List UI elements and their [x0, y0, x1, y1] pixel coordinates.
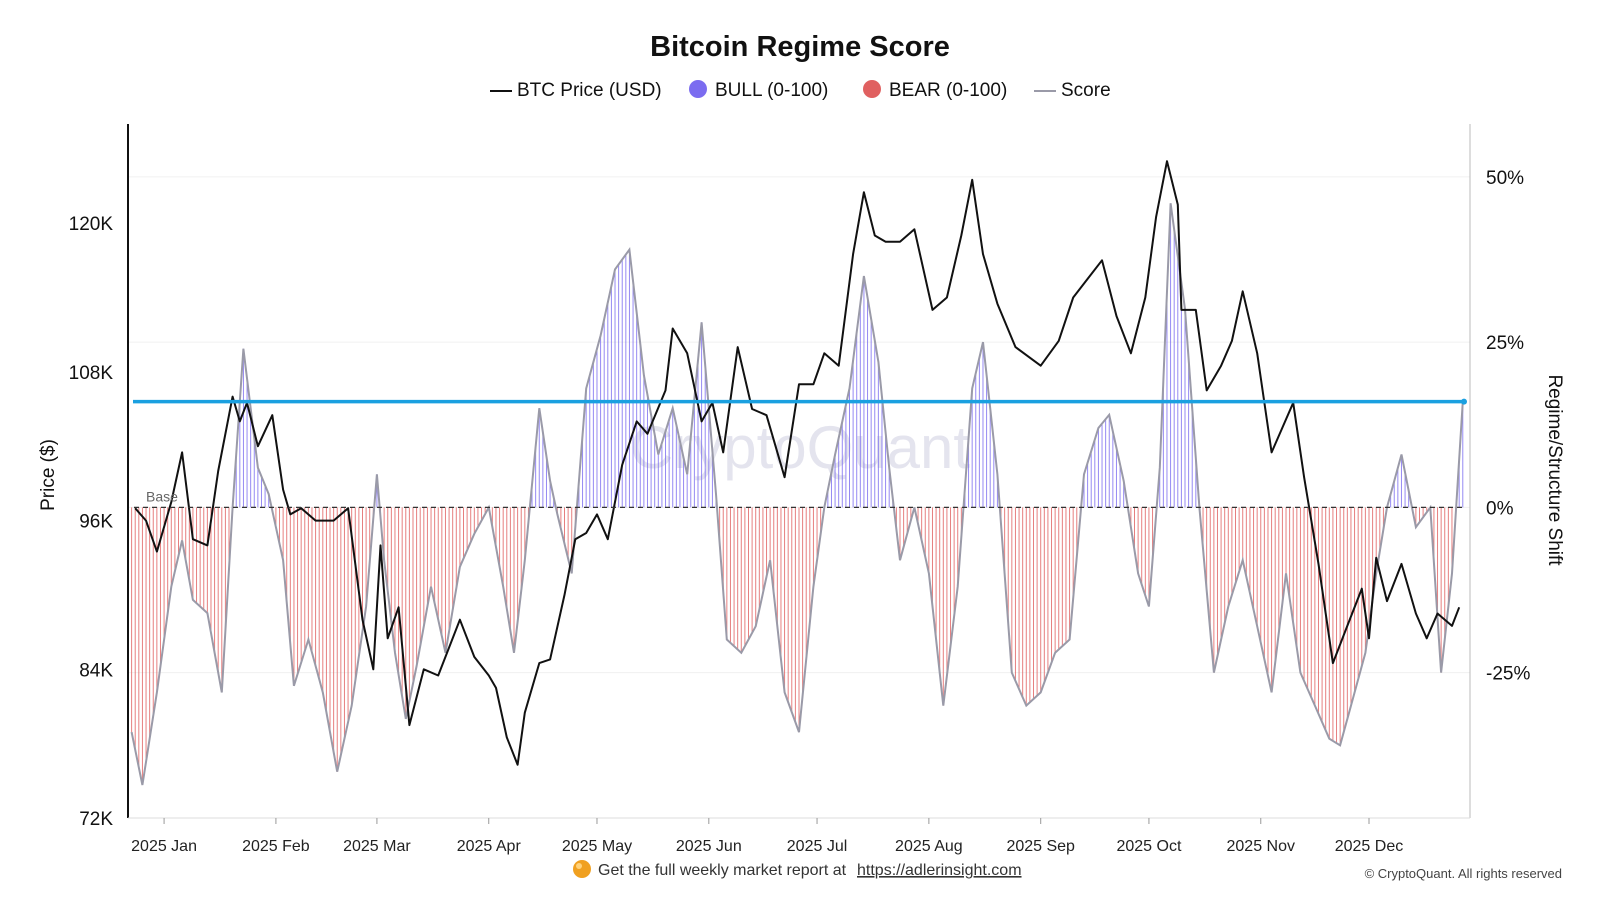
y-left-tick-label: 108K: [69, 363, 114, 384]
legend-dot-marker: [863, 80, 881, 98]
btc-price-line: [134, 160, 1461, 766]
footer-cta-text: Get the full weekly market report at: [598, 862, 847, 879]
x-tick-label: 2025 Sep: [1006, 838, 1075, 855]
footer-cta: Get the full weekly market report at htt…: [573, 860, 1022, 879]
x-tick-label: 2025 Oct: [1116, 838, 1181, 855]
axes: [127, 124, 1471, 819]
y-right-tick-label: 25%: [1486, 333, 1524, 354]
x-tick-label: 2025 Nov: [1227, 838, 1296, 855]
x-tick-label: 2025 Feb: [242, 838, 310, 855]
right-axis-ticks: 50% 25% 0% -25%: [1486, 168, 1530, 685]
x-tick-label: 2025 May: [562, 838, 632, 855]
footer-link[interactable]: https://adlerinsight.com: [857, 862, 1022, 879]
coin-icon: [573, 860, 591, 878]
left-axis-ticks: 72K 84K 96K 108K 120K: [69, 214, 114, 830]
y-right-tick-label: 0%: [1486, 498, 1514, 519]
score-bars: [131, 203, 1464, 785]
y-right-axis-title: Regime/Structure Shift: [1544, 374, 1565, 566]
y-left-tick-label: 72K: [79, 809, 113, 830]
y-left-axis-title: Price ($): [38, 439, 59, 511]
y-left-tick-label: 120K: [69, 214, 114, 235]
legend-label: BEAR (0-100): [889, 80, 1007, 101]
legend-label: BTC Price (USD): [517, 80, 662, 101]
x-tick-label: 2025 Mar: [343, 838, 411, 855]
x-tick-label: 2025 Apr: [457, 838, 522, 855]
legend-label: BULL (0-100): [715, 80, 828, 101]
copyright: © CryptoQuant. All rights reserved: [1365, 866, 1562, 881]
legend: BTC Price (USD) BULL (0-100) BEAR (0-100) S…: [490, 80, 1111, 101]
x-tick-label: 2025 Aug: [895, 838, 963, 855]
y-left-tick-label: 84K: [79, 660, 113, 681]
x-tick-label: 2025 Jul: [787, 838, 848, 855]
x-tick-label: 2025 Dec: [1335, 838, 1404, 855]
score-series: [130, 203, 1464, 786]
price-series: [134, 160, 1461, 766]
y-right-tick-label: 50%: [1486, 168, 1524, 189]
legend-dot-marker: [689, 80, 707, 98]
x-tick-label: 2025 Jan: [131, 838, 197, 855]
x-axis-ticks: 2025 Jan 2025 Feb 2025 Mar 2025 Apr 2025 May…: [131, 818, 1403, 855]
base-label: Base: [146, 488, 178, 504]
y-right-tick-label: -25%: [1486, 664, 1530, 685]
score-line: [130, 203, 1464, 786]
threshold-marker: [1461, 398, 1467, 405]
x-tick-label: 2025 Jun: [676, 838, 742, 855]
reference-lines: Base: [133, 398, 1467, 508]
coin-icon-shine: [576, 863, 582, 869]
y-left-tick-label: 96K: [79, 512, 113, 533]
chart-title: Bitcoin Regime Score: [650, 31, 950, 63]
legend-label: Score: [1061, 80, 1111, 101]
